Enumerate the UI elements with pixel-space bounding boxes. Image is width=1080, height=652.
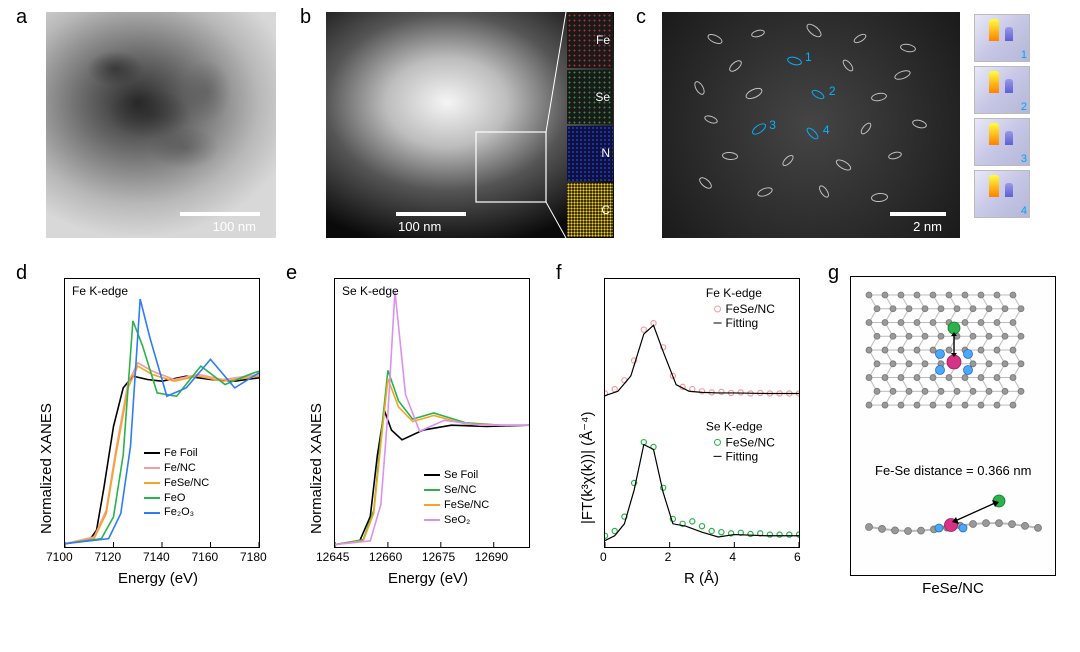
legend-e: Se FoilSe/NCFeSe/NCSeO₂ xyxy=(424,468,489,527)
scale-bar-b xyxy=(396,212,466,216)
chart-e: Normalized XANES Energy (eV) Se K-edge S… xyxy=(300,270,540,590)
svg-text:Fe K-edge: Fe K-edge xyxy=(706,286,762,300)
label-c: c xyxy=(636,6,646,29)
chart-f: |FT(k³χ(k))| (Å⁻⁴) Fe K-edge Se K-edge FeS… xyxy=(570,270,810,590)
svg-text:FeSe/NC: FeSe/NC xyxy=(726,302,776,316)
haadf-image-b: 100 nm FeSeNC xyxy=(326,12,614,238)
xlabel-d: Energy (eV) xyxy=(118,570,198,587)
stem-image-c: 2 nm 1234 xyxy=(662,12,960,238)
title-e: Se K-edge xyxy=(342,284,399,298)
ylabel-e: Normalized XANES xyxy=(308,403,325,534)
label-f: f xyxy=(556,262,562,285)
legend-d: Fe FoilFe/NCFeSe/NCFeOFe₂O₃ xyxy=(144,446,209,520)
svg-text:FeSe/NC: FeSe/NC xyxy=(726,435,776,449)
model-g: Fe-Se distance = 0.366 nm FeSe/NC xyxy=(850,276,1056,576)
eds-map-strip: FeSeNC xyxy=(566,12,614,238)
scale-bar-c xyxy=(890,212,946,216)
label-d: d xyxy=(16,262,27,285)
svg-text:Fitting: Fitting xyxy=(726,449,759,463)
surface-plot-stack: 1234 xyxy=(974,14,1030,218)
ylabel-d: Normalized XANES xyxy=(38,403,55,534)
svg-text:Fe-Se distance = 0.366 nm: Fe-Se distance = 0.366 nm xyxy=(875,463,1031,478)
label-a: a xyxy=(16,6,27,29)
scale-text-c: 2 nm xyxy=(913,219,942,234)
xlabel-e: Energy (eV) xyxy=(388,570,468,587)
ylabel-f: |FT(k³χ(k))| (Å⁻⁴) xyxy=(578,412,596,525)
model-svg: Fe-Se distance = 0.366 nm xyxy=(851,277,1057,577)
scale-text-b: 100 nm xyxy=(398,219,441,234)
label-g: g xyxy=(828,262,839,285)
label-b: b xyxy=(300,6,311,29)
scale-bar-a xyxy=(180,212,260,216)
tem-image-a: 100 nm xyxy=(46,12,276,238)
model-caption: FeSe/NC xyxy=(851,580,1055,597)
chart-d: Normalized XANES Energy (eV) Fe K-edge F… xyxy=(30,270,270,590)
title-d: Fe K-edge xyxy=(72,284,128,298)
xlabel-f: R (Å) xyxy=(684,570,719,587)
scale-text-a: 100 nm xyxy=(213,219,256,234)
label-e: e xyxy=(286,262,297,285)
svg-text:Fitting: Fitting xyxy=(726,316,759,330)
svg-text:Se K-edge: Se K-edge xyxy=(706,419,763,433)
